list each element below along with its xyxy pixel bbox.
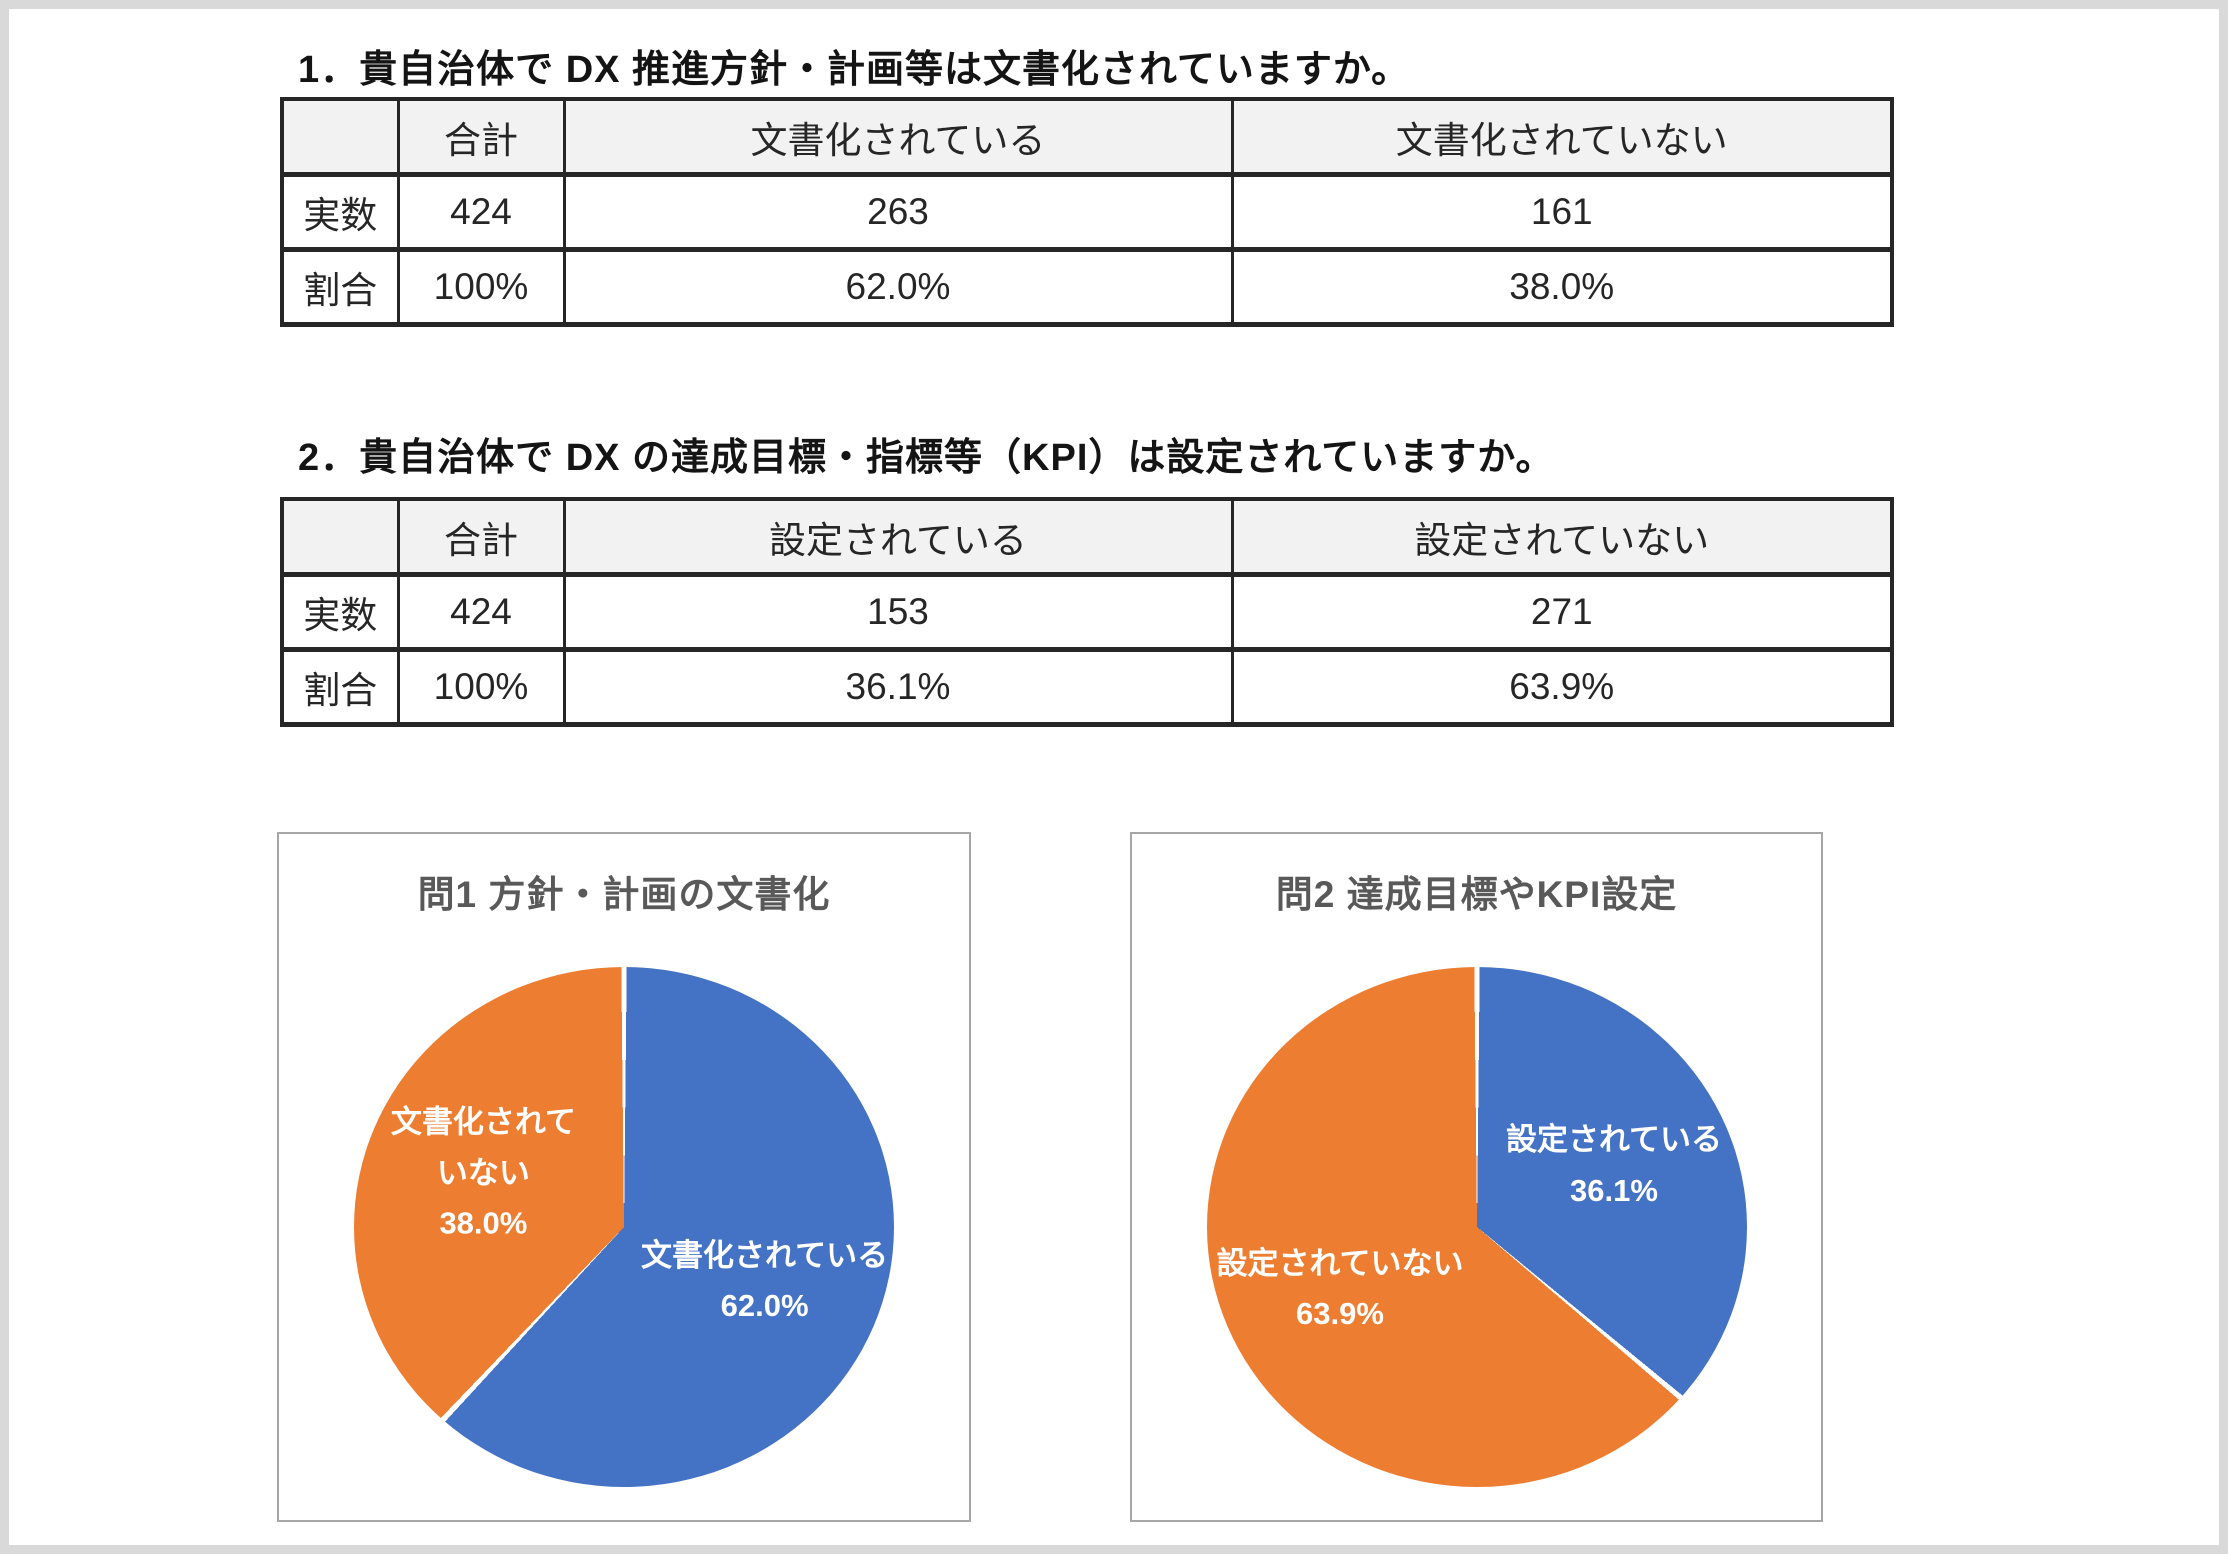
cell-documented-counts: 263: [562, 172, 1234, 252]
header-cell-kpi-not-set: 設定されていない: [1230, 497, 1894, 577]
table-row-percent: 割合 100% 36.1% 63.9%: [280, 647, 1894, 727]
pie-label-text: 文書化されている: [641, 1237, 889, 1273]
pie-label-percent: 36.1%: [1570, 1172, 1658, 1208]
pie-label-text: 文書化されて: [390, 1105, 576, 1141]
pie-label-text: 設定されていない: [1216, 1245, 1464, 1281]
cell-kpi-not-set-counts: 271: [1230, 572, 1894, 652]
cell-documented-percent: 62.0%: [562, 247, 1234, 327]
row-label-counts: 実数: [280, 572, 400, 652]
table-row-counts: 実数 424 263 161: [280, 172, 1894, 252]
pie-chart-q1: 文書化されている 62.0% 文書化されて いない 38.0%: [354, 967, 894, 1487]
table-header-row: 合計 文書化されている 文書化されていない: [280, 97, 1894, 177]
cell-total-percent: 100%: [396, 247, 566, 327]
cell-kpi-set-percent: 36.1%: [562, 647, 1234, 727]
row-label-percent: 割合: [280, 647, 400, 727]
row-label-counts: 実数: [280, 172, 400, 252]
header-cell-total: 合計: [396, 97, 566, 177]
header-cell-documented: 文書化されている: [562, 97, 1234, 177]
chart-title-q1: 問1 方針・計画の文書化: [417, 874, 831, 915]
pie-label-q2-kpi-not-set: 設定されていない 63.9%: [1216, 1238, 1463, 1338]
table-header-row: 合計 設定されている 設定されていない: [280, 497, 1894, 577]
pie-label-percent: 38.0%: [439, 1205, 528, 1241]
header-cell-total: 合計: [396, 497, 566, 577]
pie-label-q2-kpi-set: 設定されている 36.1%: [1506, 1115, 1722, 1215]
row-label-percent: 割合: [280, 247, 400, 327]
header-cell-not-documented: 文書化されていない: [1230, 97, 1894, 177]
pie-label-percent: 63.9%: [1296, 1295, 1384, 1331]
table-row-percent: 割合 100% 62.0% 38.0%: [280, 247, 1894, 327]
question-1-heading: 1．貴自治体で DX 推進方針・計画等は文書化されていますか。: [298, 49, 1411, 91]
cell-total-percent: 100%: [396, 647, 566, 727]
cell-not-documented-percent: 38.0%: [1230, 247, 1894, 327]
pie-label-percent: 62.0%: [720, 1287, 809, 1323]
question-2-heading: 2．貴自治体で DX の達成目標・指標等（KPI）は設定されていますか。: [298, 437, 1555, 479]
header-cell-corner: [280, 497, 400, 577]
pie-label-text: 設定されている: [1505, 1122, 1723, 1158]
cell-not-documented-counts: 161: [1230, 172, 1894, 252]
chart-panel-q1: 問1 方針・計画の文書化 文書化されている 62.0% 文書化されて いない 3…: [277, 832, 971, 1522]
chart-title-q2: 問2 達成目標やKPI設定: [1275, 874, 1678, 915]
cell-total-counts: 424: [396, 172, 566, 252]
table-row-counts: 実数 424 153 271: [280, 572, 1894, 652]
results-table-q2: 合計 設定されている 設定されていない 実数 424 153 271 割合 10…: [280, 497, 1894, 727]
pie-label-text: いない: [436, 1155, 530, 1191]
header-cell-kpi-set: 設定されている: [562, 497, 1234, 577]
header-cell-corner: [280, 97, 400, 177]
pie-chart-q2: 設定されている 36.1% 設定されていない 63.9%: [1207, 967, 1747, 1487]
cell-kpi-not-set-percent: 63.9%: [1230, 647, 1894, 727]
cell-total-counts: 424: [396, 572, 566, 652]
cell-kpi-set-counts: 153: [562, 572, 1234, 652]
pie-label-q1-documented: 文書化されている 62.0%: [641, 1230, 888, 1330]
pie-label-q1-not-documented: 文書化されて いない 38.0%: [391, 1098, 576, 1249]
results-table-q1: 合計 文書化されている 文書化されていない 実数 424 263 161 割合 …: [280, 97, 1894, 327]
chart-panel-q2: 問2 達成目標やKPI設定 設定されている 36.1% 設定されていない 63.…: [1130, 832, 1823, 1522]
